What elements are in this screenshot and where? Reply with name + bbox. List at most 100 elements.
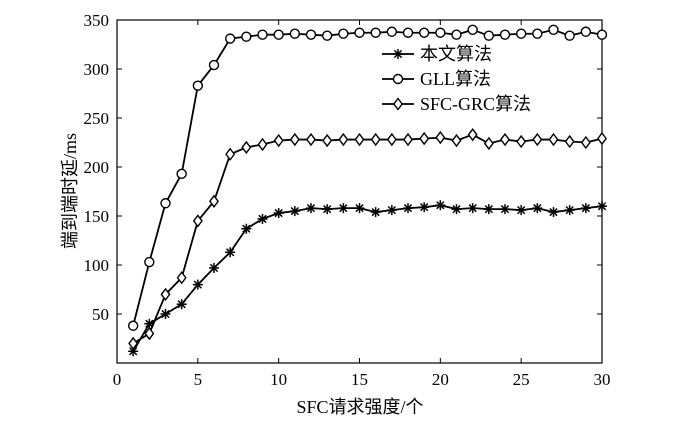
data-point — [386, 26, 398, 37]
data-point — [321, 30, 333, 41]
data-point — [467, 24, 478, 35]
data-point — [225, 147, 236, 161]
data-point — [451, 204, 462, 215]
series-1 — [128, 200, 607, 357]
y-tick-label: 200 — [84, 158, 110, 177]
data-point — [305, 29, 317, 40]
data-point — [435, 200, 446, 211]
data-point — [532, 28, 543, 39]
x-tick-label: 20 — [432, 370, 449, 389]
data-point — [209, 262, 219, 273]
data-point — [160, 198, 171, 209]
data-point — [160, 287, 171, 302]
data-point — [176, 271, 187, 285]
data-point — [419, 202, 430, 213]
legend-label: 本文算法 — [420, 44, 492, 64]
data-point — [354, 27, 365, 38]
data-point — [370, 207, 381, 218]
y-tick-label: 50 — [92, 305, 109, 324]
data-point — [435, 130, 446, 145]
data-point — [338, 28, 349, 39]
y-tick-label: 100 — [84, 256, 110, 275]
series-group — [127, 24, 608, 357]
data-point — [386, 132, 397, 147]
data-point — [451, 29, 462, 40]
y-tick-label: 150 — [84, 207, 110, 226]
series-line — [132, 28, 603, 326]
data-point — [467, 127, 478, 142]
data-point — [322, 133, 333, 148]
legend-item: 本文算法 — [382, 44, 492, 64]
data-point — [128, 336, 139, 351]
data-point — [548, 132, 559, 147]
x-tick-label: 0 — [113, 370, 122, 389]
y-tick-label: 250 — [84, 109, 110, 128]
data-point — [370, 27, 381, 38]
y-tick-label: 300 — [84, 60, 110, 79]
data-point — [580, 135, 591, 150]
data-point — [467, 203, 478, 214]
data-point — [241, 140, 252, 155]
y-axis-label: 端到端时延/ms — [60, 133, 80, 249]
data-point — [483, 136, 494, 151]
data-point — [483, 204, 494, 215]
data-point — [548, 24, 559, 35]
y-tick-label: 350 — [84, 11, 110, 30]
data-point — [273, 208, 284, 219]
data-point — [144, 256, 155, 268]
data-point — [176, 299, 187, 310]
data-point — [597, 131, 607, 146]
data-point — [403, 203, 413, 214]
x-tick-label: 30 — [594, 370, 611, 389]
data-point — [257, 213, 268, 224]
data-point — [354, 132, 365, 147]
data-point — [515, 28, 527, 39]
legend-label: GLL算法 — [420, 69, 491, 89]
data-point — [176, 168, 187, 180]
data-point — [289, 132, 300, 147]
data-point — [532, 203, 543, 214]
data-point — [532, 132, 543, 147]
data-point — [403, 132, 413, 147]
data-point — [564, 134, 575, 149]
data-point — [160, 309, 171, 319]
legend-label: SFC-GRC算法 — [420, 94, 531, 114]
data-point — [580, 26, 592, 37]
data-point — [402, 27, 414, 38]
data-point — [516, 134, 527, 149]
data-point — [289, 28, 301, 39]
x-tick-label: 5 — [194, 370, 203, 389]
data-point — [500, 132, 510, 147]
plot-frame — [116, 19, 603, 364]
legend-item: GLL算法 — [382, 69, 491, 89]
x-tick-label: 25 — [513, 370, 530, 389]
data-point — [548, 207, 559, 218]
data-point — [338, 203, 349, 214]
data-point — [209, 194, 219, 208]
data-point — [564, 205, 575, 216]
legend-marker — [393, 49, 403, 59]
series-line — [132, 133, 603, 345]
series-3 — [128, 127, 607, 351]
x-axis-label: SFC请求强度/个 — [296, 397, 423, 417]
data-point — [192, 80, 204, 91]
data-point — [597, 201, 607, 212]
data-point — [273, 29, 284, 40]
x-tick-label: 10 — [270, 370, 287, 389]
data-point — [483, 30, 495, 41]
data-point — [516, 205, 527, 216]
data-point — [306, 203, 316, 214]
data-point — [500, 204, 510, 215]
data-point — [370, 132, 381, 147]
data-point — [144, 326, 155, 341]
data-point — [435, 27, 446, 38]
data-point — [241, 31, 252, 42]
data-point — [338, 132, 349, 147]
x-tick-label: 15 — [351, 370, 368, 389]
legend-marker — [392, 73, 404, 85]
series-2 — [127, 24, 608, 331]
data-point — [419, 131, 430, 146]
data-point — [306, 132, 316, 147]
data-point — [192, 214, 203, 228]
